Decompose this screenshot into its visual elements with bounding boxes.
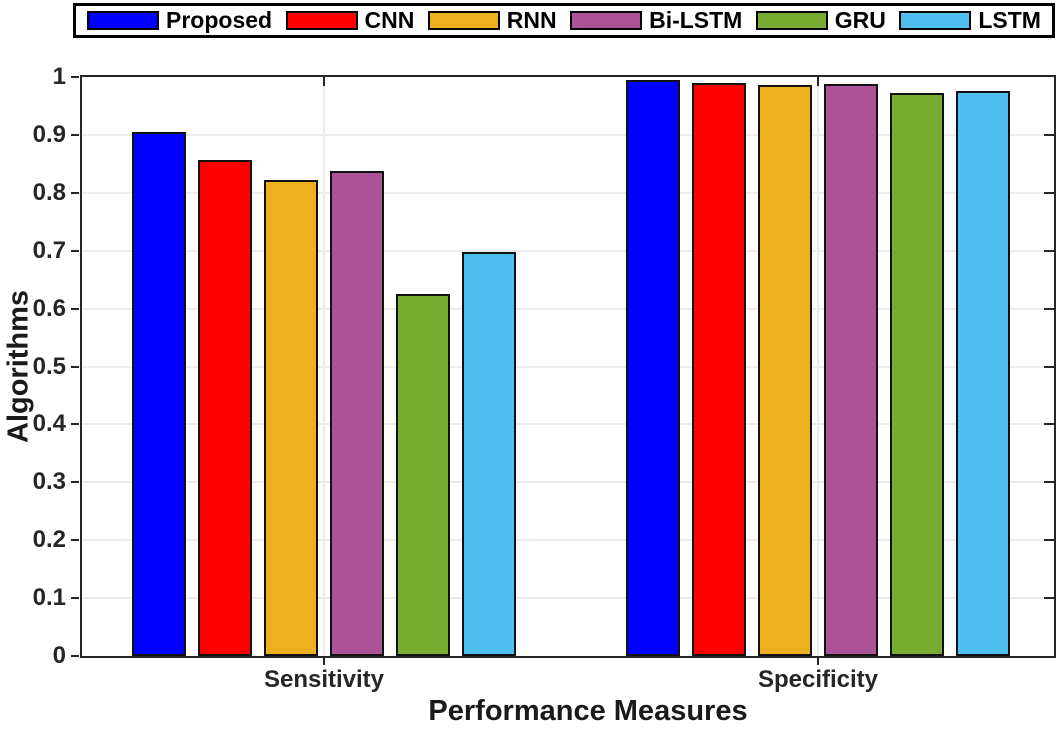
right-tick-y-0.4 bbox=[1044, 423, 1054, 426]
y-tick-label-0.8: 0.8 bbox=[32, 178, 66, 206]
bar-lstm-specificity bbox=[956, 91, 1010, 656]
y-tick-mark-0.1 bbox=[71, 597, 79, 600]
x-tick-mark-sensitivity bbox=[323, 658, 325, 665]
legend-item-proposed: Proposed bbox=[87, 9, 272, 32]
right-tick-y-0.8 bbox=[1044, 191, 1054, 194]
legend-item-gru: GRU bbox=[755, 7, 886, 33]
y-tick-mark-0.5 bbox=[71, 365, 79, 368]
y-tick-mark-0.8 bbox=[71, 191, 79, 194]
legend-item-bi-lstm: Bi-LSTM bbox=[570, 9, 742, 32]
legend-item-cnn: CNN bbox=[285, 7, 415, 33]
bar-bi-lstm-specificity bbox=[824, 84, 878, 656]
y-tick-label-0.3: 0.3 bbox=[32, 468, 66, 496]
y-tick-label-0.6: 0.6 bbox=[32, 294, 66, 322]
legend: Proposed CNN RNN Bi-LSTM GRU LSTM bbox=[73, 3, 1055, 38]
gridline-x-sensitivity bbox=[323, 77, 325, 656]
y-tick-mark-0 bbox=[71, 655, 79, 657]
bar-lstm-sensitivity bbox=[462, 252, 516, 656]
right-tick-y-0.3 bbox=[1044, 481, 1054, 484]
gridline-y-0.5 bbox=[82, 365, 1054, 368]
top-tick-sensitivity bbox=[323, 77, 325, 86]
y-tick-mark-0.7 bbox=[71, 249, 79, 252]
bar-rnn-sensitivity bbox=[264, 180, 318, 656]
lstm-swatch-icon bbox=[899, 11, 972, 30]
legend-item-lstm: LSTM bbox=[899, 9, 1041, 32]
gridline-x-specificity bbox=[817, 77, 819, 656]
right-tick-y-0.9 bbox=[1044, 133, 1054, 136]
gridline-y-0.9 bbox=[82, 133, 1054, 136]
x-tick-label-sensitivity: Sensitivity bbox=[263, 666, 385, 693]
gridline-y-0.2 bbox=[82, 539, 1054, 542]
y-tick-label-1: 1 bbox=[52, 63, 66, 90]
y-tick-mark-0.2 bbox=[71, 539, 79, 542]
rnn-swatch-icon bbox=[427, 11, 500, 30]
top-tick-specificity bbox=[817, 77, 819, 86]
right-tick-y-0.2 bbox=[1044, 539, 1054, 542]
bar-gru-specificity bbox=[890, 93, 944, 656]
y-tick-label-0: 0 bbox=[52, 642, 66, 669]
legend-label: RNN bbox=[506, 7, 557, 33]
bar-bi-lstm-sensitivity bbox=[330, 171, 384, 656]
legend-label: LSTM bbox=[978, 7, 1041, 33]
bar-gru-sensitivity bbox=[396, 294, 450, 656]
x-tick-mark-specificity bbox=[817, 658, 819, 665]
bar-proposed-specificity bbox=[626, 80, 680, 656]
legend-label: Proposed bbox=[166, 7, 273, 33]
gridline-y-0.3 bbox=[82, 481, 1054, 484]
plot-area bbox=[80, 75, 1056, 658]
bi-lstm-swatch-icon bbox=[570, 11, 643, 30]
y-tick-mark-0.9 bbox=[71, 133, 79, 136]
cnn-swatch-icon bbox=[285, 11, 358, 30]
y-tick-label-0.4: 0.4 bbox=[32, 410, 66, 438]
gru-swatch-icon bbox=[755, 11, 828, 30]
y-tick-label-0.1: 0.1 bbox=[32, 584, 66, 612]
legend-label: GRU bbox=[834, 7, 886, 33]
right-tick-y-0.1 bbox=[1044, 597, 1054, 600]
legend-label: CNN bbox=[364, 7, 415, 33]
gridline-y-0.8 bbox=[82, 191, 1054, 194]
x-axis-label: Performance Measures bbox=[428, 695, 748, 727]
y-tick-mark-0.4 bbox=[71, 423, 79, 426]
bar-rnn-specificity bbox=[758, 85, 812, 656]
y-tick-mark-1 bbox=[71, 76, 79, 78]
bar-proposed-sensitivity bbox=[132, 132, 186, 656]
right-tick-y-0.5 bbox=[1044, 365, 1054, 368]
right-tick-y-0.6 bbox=[1044, 307, 1054, 310]
right-tick-y-0.7 bbox=[1044, 249, 1054, 252]
y-tick-mark-0.3 bbox=[71, 481, 79, 484]
legend-label: Bi-LSTM bbox=[649, 7, 743, 33]
y-tick-mark-0.6 bbox=[71, 307, 79, 310]
gridline-y-0.6 bbox=[82, 307, 1054, 310]
y-tick-label-0.9: 0.9 bbox=[32, 120, 66, 148]
legend-item-rnn: RNN bbox=[427, 7, 557, 33]
bar-cnn-sensitivity bbox=[198, 160, 252, 656]
gridline-y-0.1 bbox=[82, 597, 1054, 600]
bar-cnn-specificity bbox=[692, 83, 746, 656]
x-tick-label-specificity: Specificity bbox=[757, 666, 879, 693]
y-tick-label-0.5: 0.5 bbox=[32, 352, 66, 380]
y-tick-label-0.2: 0.2 bbox=[32, 526, 66, 554]
y-tick-label-0.7: 0.7 bbox=[32, 236, 66, 264]
proposed-swatch-icon bbox=[87, 11, 159, 30]
gridline-y-0.7 bbox=[82, 249, 1054, 252]
gridline-y-0.4 bbox=[82, 423, 1054, 426]
